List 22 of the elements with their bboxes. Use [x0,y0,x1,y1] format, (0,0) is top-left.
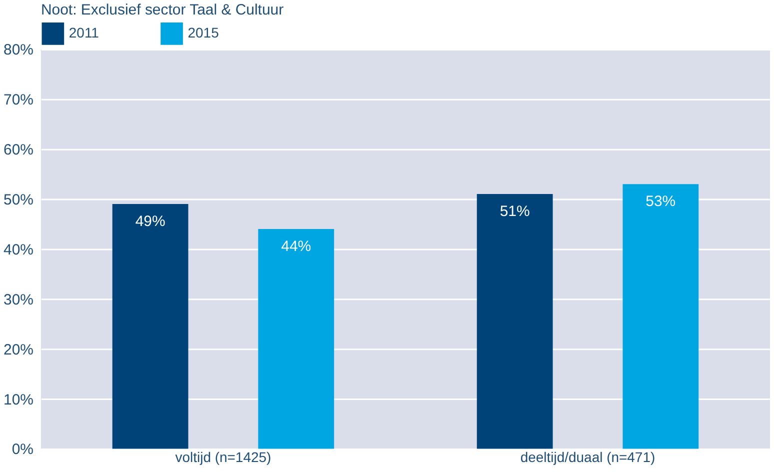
y-tick-label: 70% [3,92,34,109]
y-tick-label: 20% [3,341,34,358]
y-tick-label: 30% [3,291,34,308]
legend-label: 2011 [68,24,100,41]
text: 53% [646,193,676,210]
y-tick-label: 50% [3,192,34,209]
text: 44% [281,238,312,255]
y-tick-label: 40% [3,241,34,258]
y-tick-label: 80% [3,42,34,59]
x-tick-label: deeltijd/duaal (n=471) [520,449,656,466]
x-tick-label: voltijd (n=1425) [175,449,272,466]
y-tick-label: 10% [3,391,34,408]
y-tick-label: 60% [3,142,34,159]
bar [258,229,334,449]
text: 51% [500,203,530,220]
bar [112,204,188,449]
text: Noot: Exclusief sector Taal & Cultuur [40,1,284,18]
text: 49% [135,213,166,230]
y-tick-label: 0% [12,441,34,458]
legend-label: 2015 [188,24,220,41]
bar [622,184,699,449]
bar [476,194,553,449]
